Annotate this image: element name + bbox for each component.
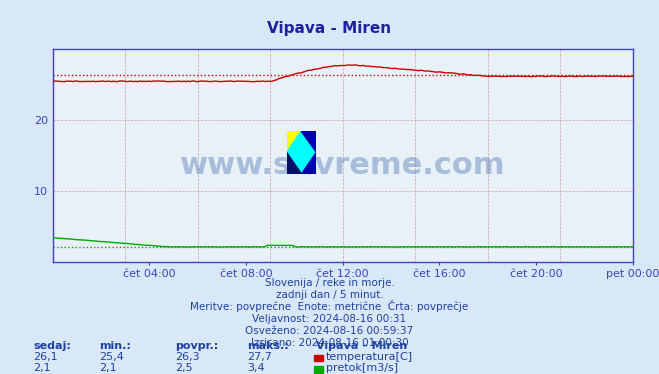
Text: Izrisano: 2024-08-16 01:00:30: Izrisano: 2024-08-16 01:00:30 [250, 338, 409, 348]
Text: 2,1: 2,1 [33, 363, 51, 373]
Text: Vipava - Miren: Vipava - Miren [268, 21, 391, 36]
Polygon shape [302, 153, 316, 174]
Text: zadnji dan / 5 minut.: zadnji dan / 5 minut. [275, 290, 384, 300]
Text: 25,4: 25,4 [99, 352, 124, 362]
Text: pretok[m3/s]: pretok[m3/s] [326, 363, 398, 373]
Text: min.:: min.: [99, 341, 130, 350]
Text: Osveženo: 2024-08-16 00:59:37: Osveženo: 2024-08-16 00:59:37 [245, 326, 414, 336]
Text: temperatura[C]: temperatura[C] [326, 352, 413, 362]
Text: Vipava – Miren: Vipava – Miren [316, 341, 407, 350]
Text: 2,5: 2,5 [175, 363, 192, 373]
Bar [314, 355, 323, 361]
Text: Veljavnost: 2024-08-16 00:31: Veljavnost: 2024-08-16 00:31 [252, 314, 407, 324]
Text: maks.:: maks.: [247, 341, 289, 350]
Text: www.si-vreme.com: www.si-vreme.com [180, 151, 505, 180]
Text: 3,4: 3,4 [247, 363, 265, 373]
Polygon shape [287, 131, 316, 174]
Text: povpr.:: povpr.: [175, 341, 218, 350]
Bar [314, 366, 323, 373]
Text: sedaj:: sedaj: [33, 341, 71, 350]
Text: Slovenija / reke in morje.: Slovenija / reke in morje. [264, 278, 395, 288]
Polygon shape [287, 153, 302, 174]
Text: 26,3: 26,3 [175, 352, 199, 362]
Text: 26,1: 26,1 [33, 352, 57, 362]
Polygon shape [287, 131, 302, 153]
Text: 2,1: 2,1 [99, 363, 117, 373]
Text: Meritve: povprečne  Enote: metrične  Črta: povprečje: Meritve: povprečne Enote: metrične Črta:… [190, 300, 469, 312]
Text: 27,7: 27,7 [247, 352, 272, 362]
Polygon shape [302, 131, 316, 153]
